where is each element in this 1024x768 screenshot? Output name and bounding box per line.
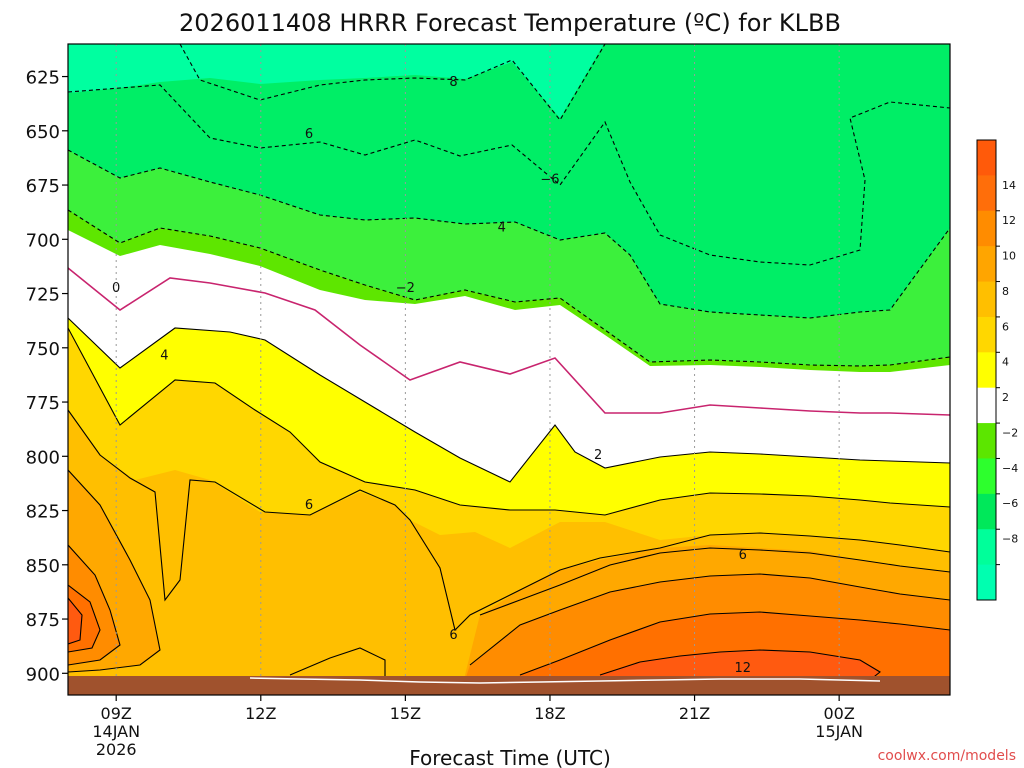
surface-edge [249, 677, 881, 684]
x-tick-label: 00Z [823, 704, 854, 723]
colorbar-swatch [977, 352, 996, 389]
x-axis-label: Forecast Time (UTC) [409, 746, 611, 768]
colorbar-label: 10 [1002, 250, 1016, 263]
colorbar-swatch [977, 423, 996, 459]
colorbar-label: −8 [1002, 533, 1018, 546]
colorbar: 14 12 10 8 6 4 2 −2 −4 −6 −8 [976, 139, 1018, 601]
x-tick-year: 2026 [96, 740, 137, 759]
colorbar-label: 8 [1002, 285, 1009, 298]
y-tick-label: 800 [26, 447, 60, 468]
x-tick-label: 09Z [101, 704, 132, 723]
contour-minus6 [68, 84, 950, 266]
contour-label: −2 [396, 281, 415, 296]
colorbar-swatch [977, 564, 996, 601]
colorbar-label: −4 [1002, 462, 1018, 475]
contour-label: 6 [305, 127, 313, 142]
colorbar-swatch [977, 458, 996, 495]
plot-frame [67, 43, 951, 696]
contour-label: 6 [739, 548, 747, 563]
colorbar-swatch [977, 281, 996, 318]
y-tick-label: 725 [26, 285, 60, 306]
colorbar-swatch [977, 387, 996, 424]
band-14-plus [68, 598, 880, 682]
contour-minus2 [68, 209, 950, 367]
colorbar-swatch [977, 529, 996, 566]
contour-10 [68, 544, 950, 666]
y-tick-label: 875 [26, 610, 60, 631]
contour-label: 6 [449, 628, 457, 643]
colorbar-label: 14 [1002, 179, 1016, 192]
contour-label: 4 [498, 220, 506, 235]
contour-4 [68, 327, 950, 516]
y-axis: 625 650 675 700 725 750 775 800 825 850 875 900 [26, 68, 68, 685]
time-gridlines [115, 44, 840, 695]
contour-label: 2 [594, 448, 602, 463]
y-tick-label: 850 [26, 556, 60, 577]
contour-label: 6 [305, 498, 313, 513]
contour-zero [68, 267, 950, 416]
temperature-fill-bands [68, 44, 950, 695]
y-tick-label: 700 [26, 230, 60, 251]
contour-label: −6 [540, 173, 559, 188]
colorbar-label: −6 [1002, 497, 1018, 510]
contour-8 [68, 469, 950, 673]
contour-label: 12 [734, 661, 751, 676]
x-tick-date: 14JAN [92, 722, 140, 741]
y-tick-label: 900 [26, 664, 60, 685]
contour-minus8 [179, 44, 606, 121]
contour-label: 8 [449, 75, 457, 90]
colorbar-swatch [977, 316, 996, 353]
contour-2 [68, 317, 950, 483]
contour-14 [68, 597, 881, 681]
y-tick-label: 675 [26, 176, 60, 197]
y-tick-label: 650 [26, 122, 60, 143]
y-tick-label: 750 [26, 339, 60, 360]
surface-terrain [68, 676, 950, 695]
contour-lines [68, 44, 950, 683]
x-tick-label: 15Z [390, 704, 421, 723]
x-tick-label: 12Z [245, 704, 276, 723]
colorbar-swatch [977, 210, 996, 247]
credit-text: coolwx.com/models [878, 748, 1016, 764]
colorbar-label: −2 [1002, 426, 1018, 439]
colorbar-label: 2 [1002, 391, 1009, 404]
contour-6 [68, 409, 950, 632]
chart-title: 2026011408 HRRR Forecast Temperature (ºC… [179, 9, 841, 37]
contour-label: 4 [160, 348, 168, 363]
colorbar-swatch [977, 246, 996, 283]
contour-label: 0 [112, 281, 120, 296]
colorbar-label: 6 [1002, 320, 1009, 333]
contour-labels: 0 4 6 6 2 −2 −6 4 6 8 6 12 [112, 75, 751, 676]
colorbar-swatch [977, 175, 996, 212]
x-tick-label: 21Z [679, 704, 710, 723]
y-tick-label: 775 [26, 393, 60, 414]
plot-area: 0 4 6 6 2 −2 −6 4 6 8 6 12 [68, 44, 950, 695]
x-tick-date: 15JAN [815, 722, 863, 741]
colorbar-swatch [977, 493, 996, 530]
y-tick-label: 825 [26, 502, 60, 523]
colorbar-swatch [977, 140, 996, 176]
contour-12 [68, 584, 950, 676]
y-tick-label: 625 [26, 68, 60, 89]
colorbar-label: 12 [1002, 214, 1016, 227]
colorbar-label: 4 [1002, 356, 1009, 369]
colorbar-frame [976, 139, 997, 601]
x-tick-label: 18Z [534, 704, 565, 723]
